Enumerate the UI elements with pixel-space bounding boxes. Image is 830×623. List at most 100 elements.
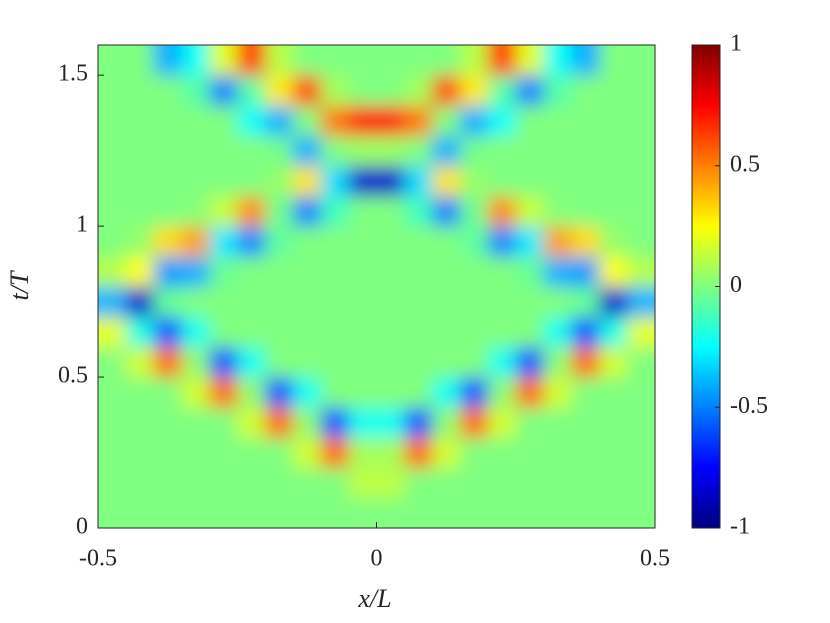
heat-cell [237, 377, 266, 408]
heat-cell [209, 377, 238, 408]
heat-cell [181, 467, 210, 499]
heat-cell [571, 497, 600, 528]
heat-cell [404, 316, 433, 348]
heat-cell [432, 195, 461, 227]
heat-cell [237, 75, 266, 106]
heat-cell [376, 135, 405, 167]
heat-cell [153, 407, 183, 438]
x-tick-label: -0.5 [79, 546, 117, 572]
heat-cell [543, 195, 572, 227]
heat-cell [404, 45, 433, 76]
heat-cell [237, 497, 266, 528]
heat-cell [292, 105, 322, 137]
colorbar-tick-label: 0 [730, 272, 742, 298]
heat-cell [627, 346, 655, 378]
heat-cell [627, 135, 655, 167]
heat-cell [543, 407, 572, 438]
heat-cell [404, 256, 433, 287]
heat-cell [432, 316, 461, 348]
heat-cell [404, 407, 433, 438]
heat-cell [320, 407, 350, 438]
heat-cell [515, 165, 545, 197]
heat-cell [209, 316, 238, 348]
heat-cell [515, 105, 545, 137]
heat-cell [599, 165, 628, 197]
heat-cell [209, 437, 238, 469]
heat-cell [432, 286, 461, 318]
heat-cell [320, 135, 350, 167]
heat-cell [292, 407, 322, 438]
heat-cell [237, 45, 266, 76]
heat-cell [237, 256, 266, 287]
heat-cell [571, 165, 600, 197]
heat-cell [265, 135, 294, 167]
heat-cell [265, 45, 294, 76]
heat-cell [487, 497, 517, 528]
heat-cell [432, 407, 461, 438]
heat-cell [125, 346, 155, 378]
heat-cell [460, 316, 489, 348]
heat-cell [348, 135, 377, 167]
heat-cell [460, 437, 489, 469]
y-tick-label: 1 [76, 212, 88, 238]
heat-cell [432, 497, 461, 528]
heat-cell [320, 45, 350, 76]
heat-cell [181, 437, 210, 469]
heat-cell [98, 135, 127, 167]
heat-cell [487, 195, 517, 227]
heat-cell [153, 346, 183, 378]
heat-cell [404, 467, 433, 499]
heatmap [98, 45, 655, 528]
heat-cell [209, 105, 238, 137]
heat-cell [292, 226, 322, 257]
heat-cell [515, 467, 545, 499]
heat-cell [209, 256, 238, 287]
heat-cell [209, 165, 238, 197]
heat-cell [487, 407, 517, 438]
heat-cell [153, 165, 183, 197]
heat-cell [404, 377, 433, 408]
heat-cell [265, 346, 294, 378]
heat-cell [265, 165, 294, 197]
heat-cell [599, 75, 628, 106]
heat-cell [627, 497, 655, 528]
heat-cell [404, 165, 433, 197]
heat-cell [153, 377, 183, 408]
heat-cell [125, 316, 155, 348]
heat-cell [460, 135, 489, 167]
heat-cell [571, 75, 600, 106]
heat-cell [376, 45, 405, 76]
heat-cell [348, 437, 377, 469]
heat-cell [98, 407, 127, 438]
heat-cell [487, 256, 517, 287]
heat-cell [487, 165, 517, 197]
heat-cell [599, 195, 628, 227]
heat-cell [209, 135, 238, 167]
heat-cell [348, 316, 377, 348]
heat-cell [487, 45, 517, 76]
heat-cell [376, 286, 405, 318]
heat-cell [543, 45, 572, 76]
heat-cell [125, 467, 155, 499]
heat-cell [320, 75, 350, 106]
heat-cell [404, 75, 433, 106]
heat-cell [209, 226, 238, 257]
heat-cell [320, 437, 350, 469]
x-tick-label: 0.5 [640, 546, 670, 572]
heat-cell [404, 195, 433, 227]
heat-cell [571, 135, 600, 167]
heat-cell [571, 437, 600, 469]
heat-cell [320, 467, 350, 499]
colorbar-tick-label: -1 [730, 514, 750, 540]
heat-cell [432, 105, 461, 137]
heat-cell [292, 497, 322, 528]
heat-cell [237, 165, 266, 197]
heat-cell [627, 467, 655, 499]
heat-cell [181, 286, 210, 318]
heat-cell [432, 467, 461, 499]
heat-cell [571, 316, 600, 348]
heat-cell [181, 407, 210, 438]
heat-cell [376, 165, 405, 197]
heat-cell [348, 256, 377, 287]
